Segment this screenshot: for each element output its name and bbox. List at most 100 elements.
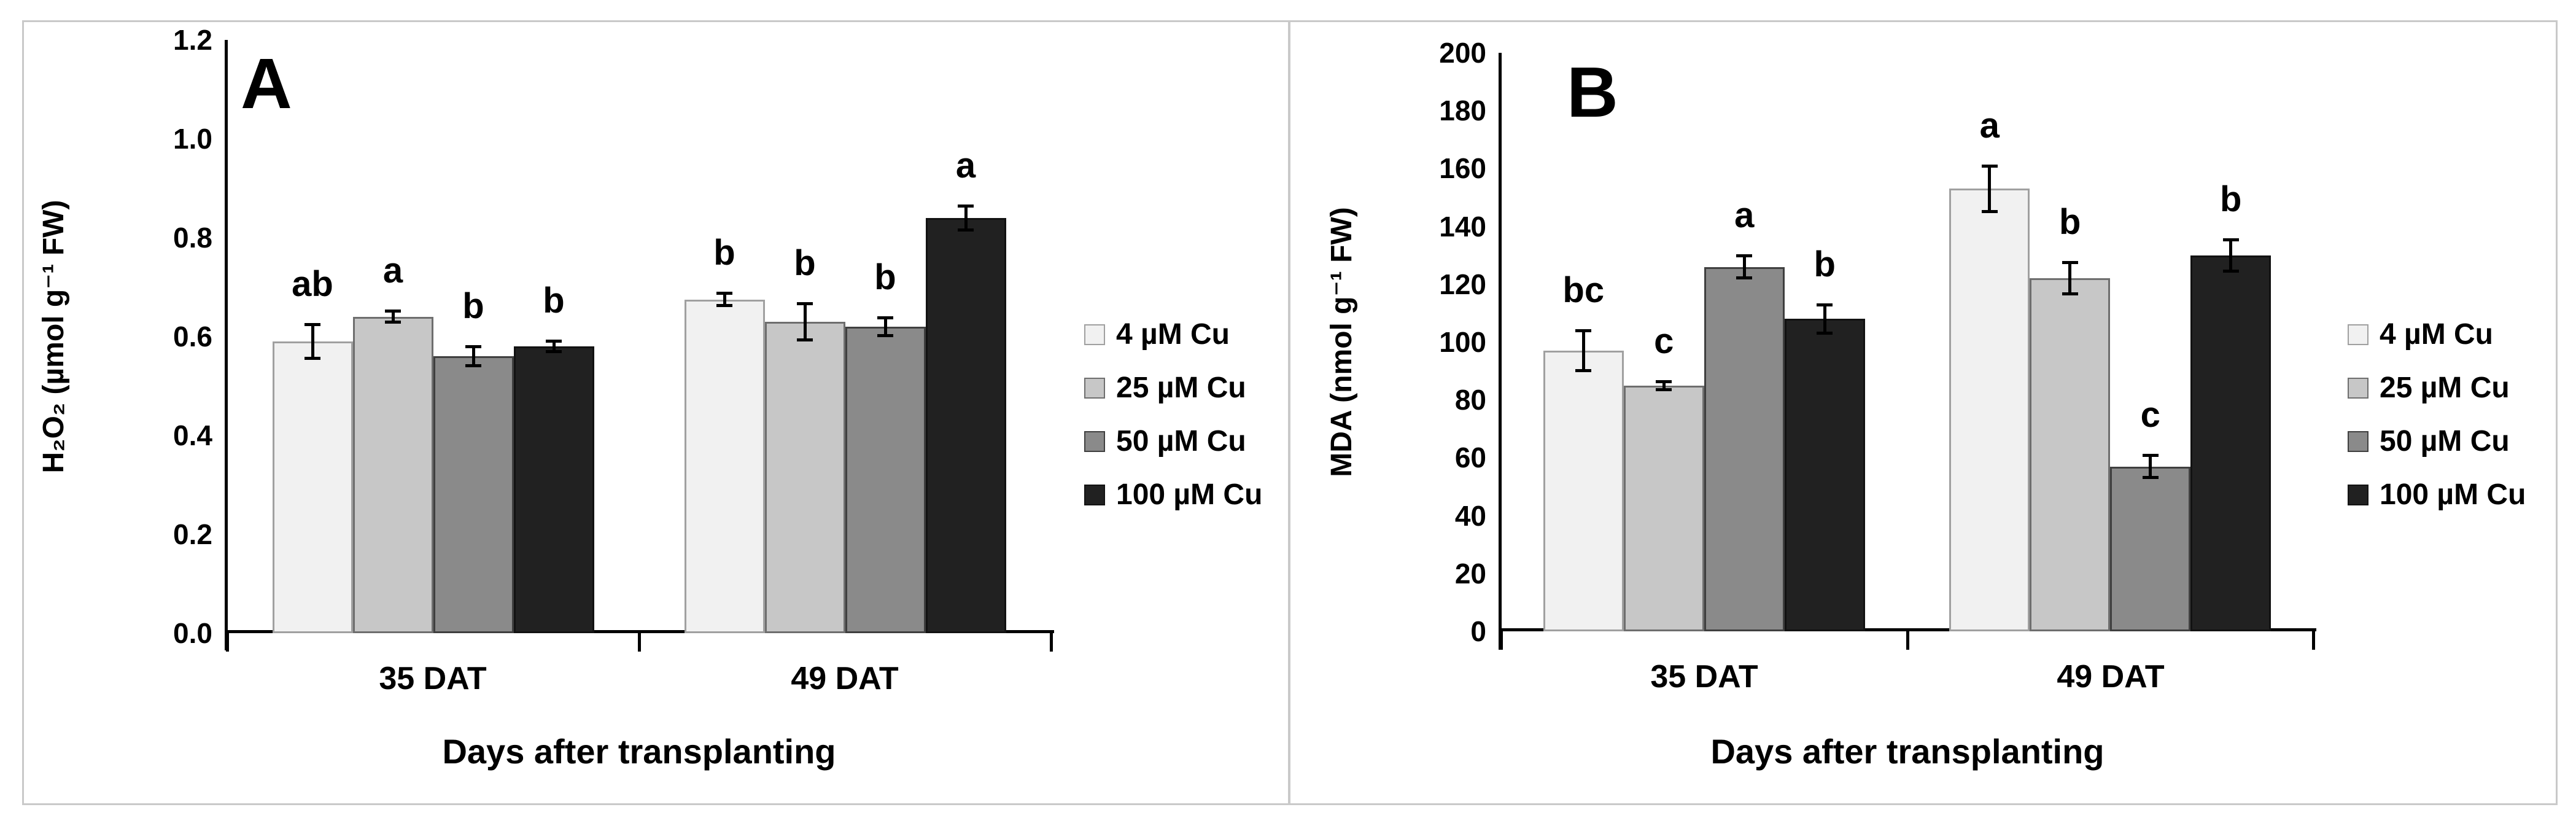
significance-letter-b-1-2: c <box>2140 394 2160 435</box>
panel-a-ytick-1.2: 1.2 <box>173 24 212 56</box>
legend-swatch-a-25µMCu <box>1084 378 1105 399</box>
error-bar-a-0-0 <box>311 324 314 359</box>
panel-b-ytick-100: 100 <box>1439 326 1486 358</box>
significance-letter-a-1-1: b <box>794 243 816 284</box>
legend-swatch-a-4µMCu <box>1084 324 1105 345</box>
error-cap-top-b-0-1 <box>1656 380 1672 383</box>
legend-swatch-a-50µMCu <box>1084 431 1105 452</box>
panel-b-category-35dat: 35 DAT <box>1650 659 1758 695</box>
legend-label-a-4µMCu: 4 µM Cu <box>1116 318 1230 351</box>
error-bar-a-0-3 <box>552 341 556 352</box>
panel-a-ytick-0.6: 0.6 <box>173 321 212 353</box>
significance-letter-a-0-2: b <box>462 286 484 327</box>
legend-label-b-50µMCu: 50 µM Cu <box>2380 425 2510 458</box>
panel-b-xtick-2 <box>2312 631 2315 650</box>
error-cap-bottom-a-0-1 <box>385 321 401 324</box>
significance-letter-a-1-3: a <box>955 145 976 185</box>
panel-b-ytick-120: 120 <box>1439 268 1486 300</box>
error-cap-bottom-b-1-0 <box>1981 210 1998 214</box>
error-bar-a-0-1 <box>391 311 395 323</box>
error-cap-top-a-1-3 <box>958 204 974 208</box>
error-bar-a-0-2 <box>471 346 475 367</box>
significance-letter-a-1-2: b <box>874 257 896 297</box>
panel-a-y-axis <box>225 40 228 650</box>
error-bar-a-1-3 <box>964 205 968 230</box>
error-bar-b-0-1 <box>1662 381 1666 390</box>
error-cap-bottom-b-1-2 <box>2142 476 2159 480</box>
error-cap-top-a-0-2 <box>465 345 481 349</box>
error-cap-top-b-1-1 <box>2062 261 2078 265</box>
error-cap-bottom-b-0-1 <box>1656 388 1672 391</box>
panel-a-ytick-0.8: 0.8 <box>173 222 212 254</box>
error-cap-bottom-a-0-2 <box>465 364 481 368</box>
significance-letter-b-0-3: b <box>1814 244 1836 284</box>
error-bar-a-1-2 <box>883 317 887 337</box>
error-bar-b-1-3 <box>2229 239 2233 271</box>
legend-swatch-a-100µMCu <box>1084 485 1105 505</box>
error-cap-top-a-0-1 <box>385 310 401 313</box>
error-cap-bottom-b-0-0 <box>1575 369 1592 373</box>
error-cap-top-b-0-0 <box>1575 329 1592 333</box>
significance-letter-a-1-0: b <box>713 233 735 273</box>
bar-a-49DAT-100µMCu <box>925 217 1006 633</box>
significance-letter-a-0-1: a <box>382 251 403 291</box>
error-bar-b-1-0 <box>1988 165 1992 212</box>
error-cap-bottom-a-1-1 <box>797 338 813 341</box>
bar-b-35DAT-100µMCu <box>1784 319 1865 631</box>
legend-label-b-4µMCu: 4 µM Cu <box>2380 318 2493 351</box>
panel-b-ytick-200: 200 <box>1439 37 1486 69</box>
legend-swatch-b-4µMCu <box>2348 324 2368 345</box>
error-bar-b-1-1 <box>2068 262 2072 295</box>
panel-a-ytick-0.4: 0.4 <box>173 419 212 451</box>
panel-a-xtick-2 <box>1050 633 1053 652</box>
panel-b-xtick-1 <box>1906 631 1909 650</box>
panel-a-ytick-0.0: 0.0 <box>173 617 212 649</box>
error-cap-top-b-1-2 <box>2142 453 2159 457</box>
panel-b-xtick-0 <box>1500 631 1503 650</box>
error-bar-b-0-2 <box>1742 255 1746 279</box>
panel-a-x-axis-title: Days after transplanting <box>442 732 836 771</box>
panel-b-ytick-160: 160 <box>1439 152 1486 185</box>
panel-b-ytick-60: 60 <box>1454 442 1486 474</box>
error-cap-top-a-0-3 <box>546 340 562 343</box>
error-cap-bottom-a-0-3 <box>546 349 562 353</box>
error-bar-b-0-0 <box>1581 330 1585 372</box>
bar-a-49DAT-50µMCu <box>845 326 926 633</box>
error-bar-a-1-0 <box>723 293 726 306</box>
panel-b-y-axis <box>1499 53 1502 650</box>
error-cap-bottom-a-1-3 <box>958 228 974 232</box>
panel-b-ytick-40: 40 <box>1454 499 1486 532</box>
panel-b-x-axis-title: Days after transplanting <box>1710 732 2105 771</box>
legend-swatch-b-25µMCu <box>2348 378 2368 399</box>
error-bar-b-1-2 <box>2149 454 2152 478</box>
bar-a-35DAT-25µMCu <box>352 316 433 633</box>
panel-a-x-axis <box>225 630 1054 633</box>
panel-a-ytick-1.0: 1.0 <box>173 123 212 155</box>
legend-label-a-50µMCu: 50 µM Cu <box>1116 425 1246 458</box>
bar-b-35DAT-50µMCu <box>1704 267 1785 631</box>
bar-b-35DAT-4µMCu <box>1543 351 1624 631</box>
legend-swatch-b-50µMCu <box>2348 431 2368 452</box>
error-cap-top-a-1-1 <box>797 302 813 306</box>
significance-letter-b-0-1: c <box>1654 321 1674 361</box>
error-cap-bottom-b-1-1 <box>2062 292 2078 296</box>
bar-a-35DAT-50µMCu <box>433 356 514 633</box>
panel-a-label: A <box>241 44 293 123</box>
legend-label-b-100µMCu: 100 µM Cu <box>2380 478 2526 511</box>
error-cap-top-b-0-2 <box>1736 254 1753 257</box>
panel-a-xtick-1 <box>638 633 641 652</box>
significance-letter-b-1-1: b <box>2059 202 2081 243</box>
panel-a-ytick-0.2: 0.2 <box>173 518 212 550</box>
bar-a-35DAT-4µMCu <box>272 341 353 633</box>
error-cap-top-a-0-0 <box>305 322 320 326</box>
panel-b-ytick-180: 180 <box>1439 95 1486 127</box>
error-cap-top-a-1-2 <box>877 316 893 319</box>
panel-a-category-35dat: 35 DAT <box>379 661 487 696</box>
panel-b-category-49dat: 49 DAT <box>2057 659 2165 695</box>
error-cap-bottom-b-0-2 <box>1736 276 1753 280</box>
panel-b-label: B <box>1567 52 1620 132</box>
error-cap-top-a-1-0 <box>716 292 732 295</box>
significance-letter-b-0-2: a <box>1734 195 1755 235</box>
significance-letter-b-1-3: b <box>2220 179 2242 219</box>
